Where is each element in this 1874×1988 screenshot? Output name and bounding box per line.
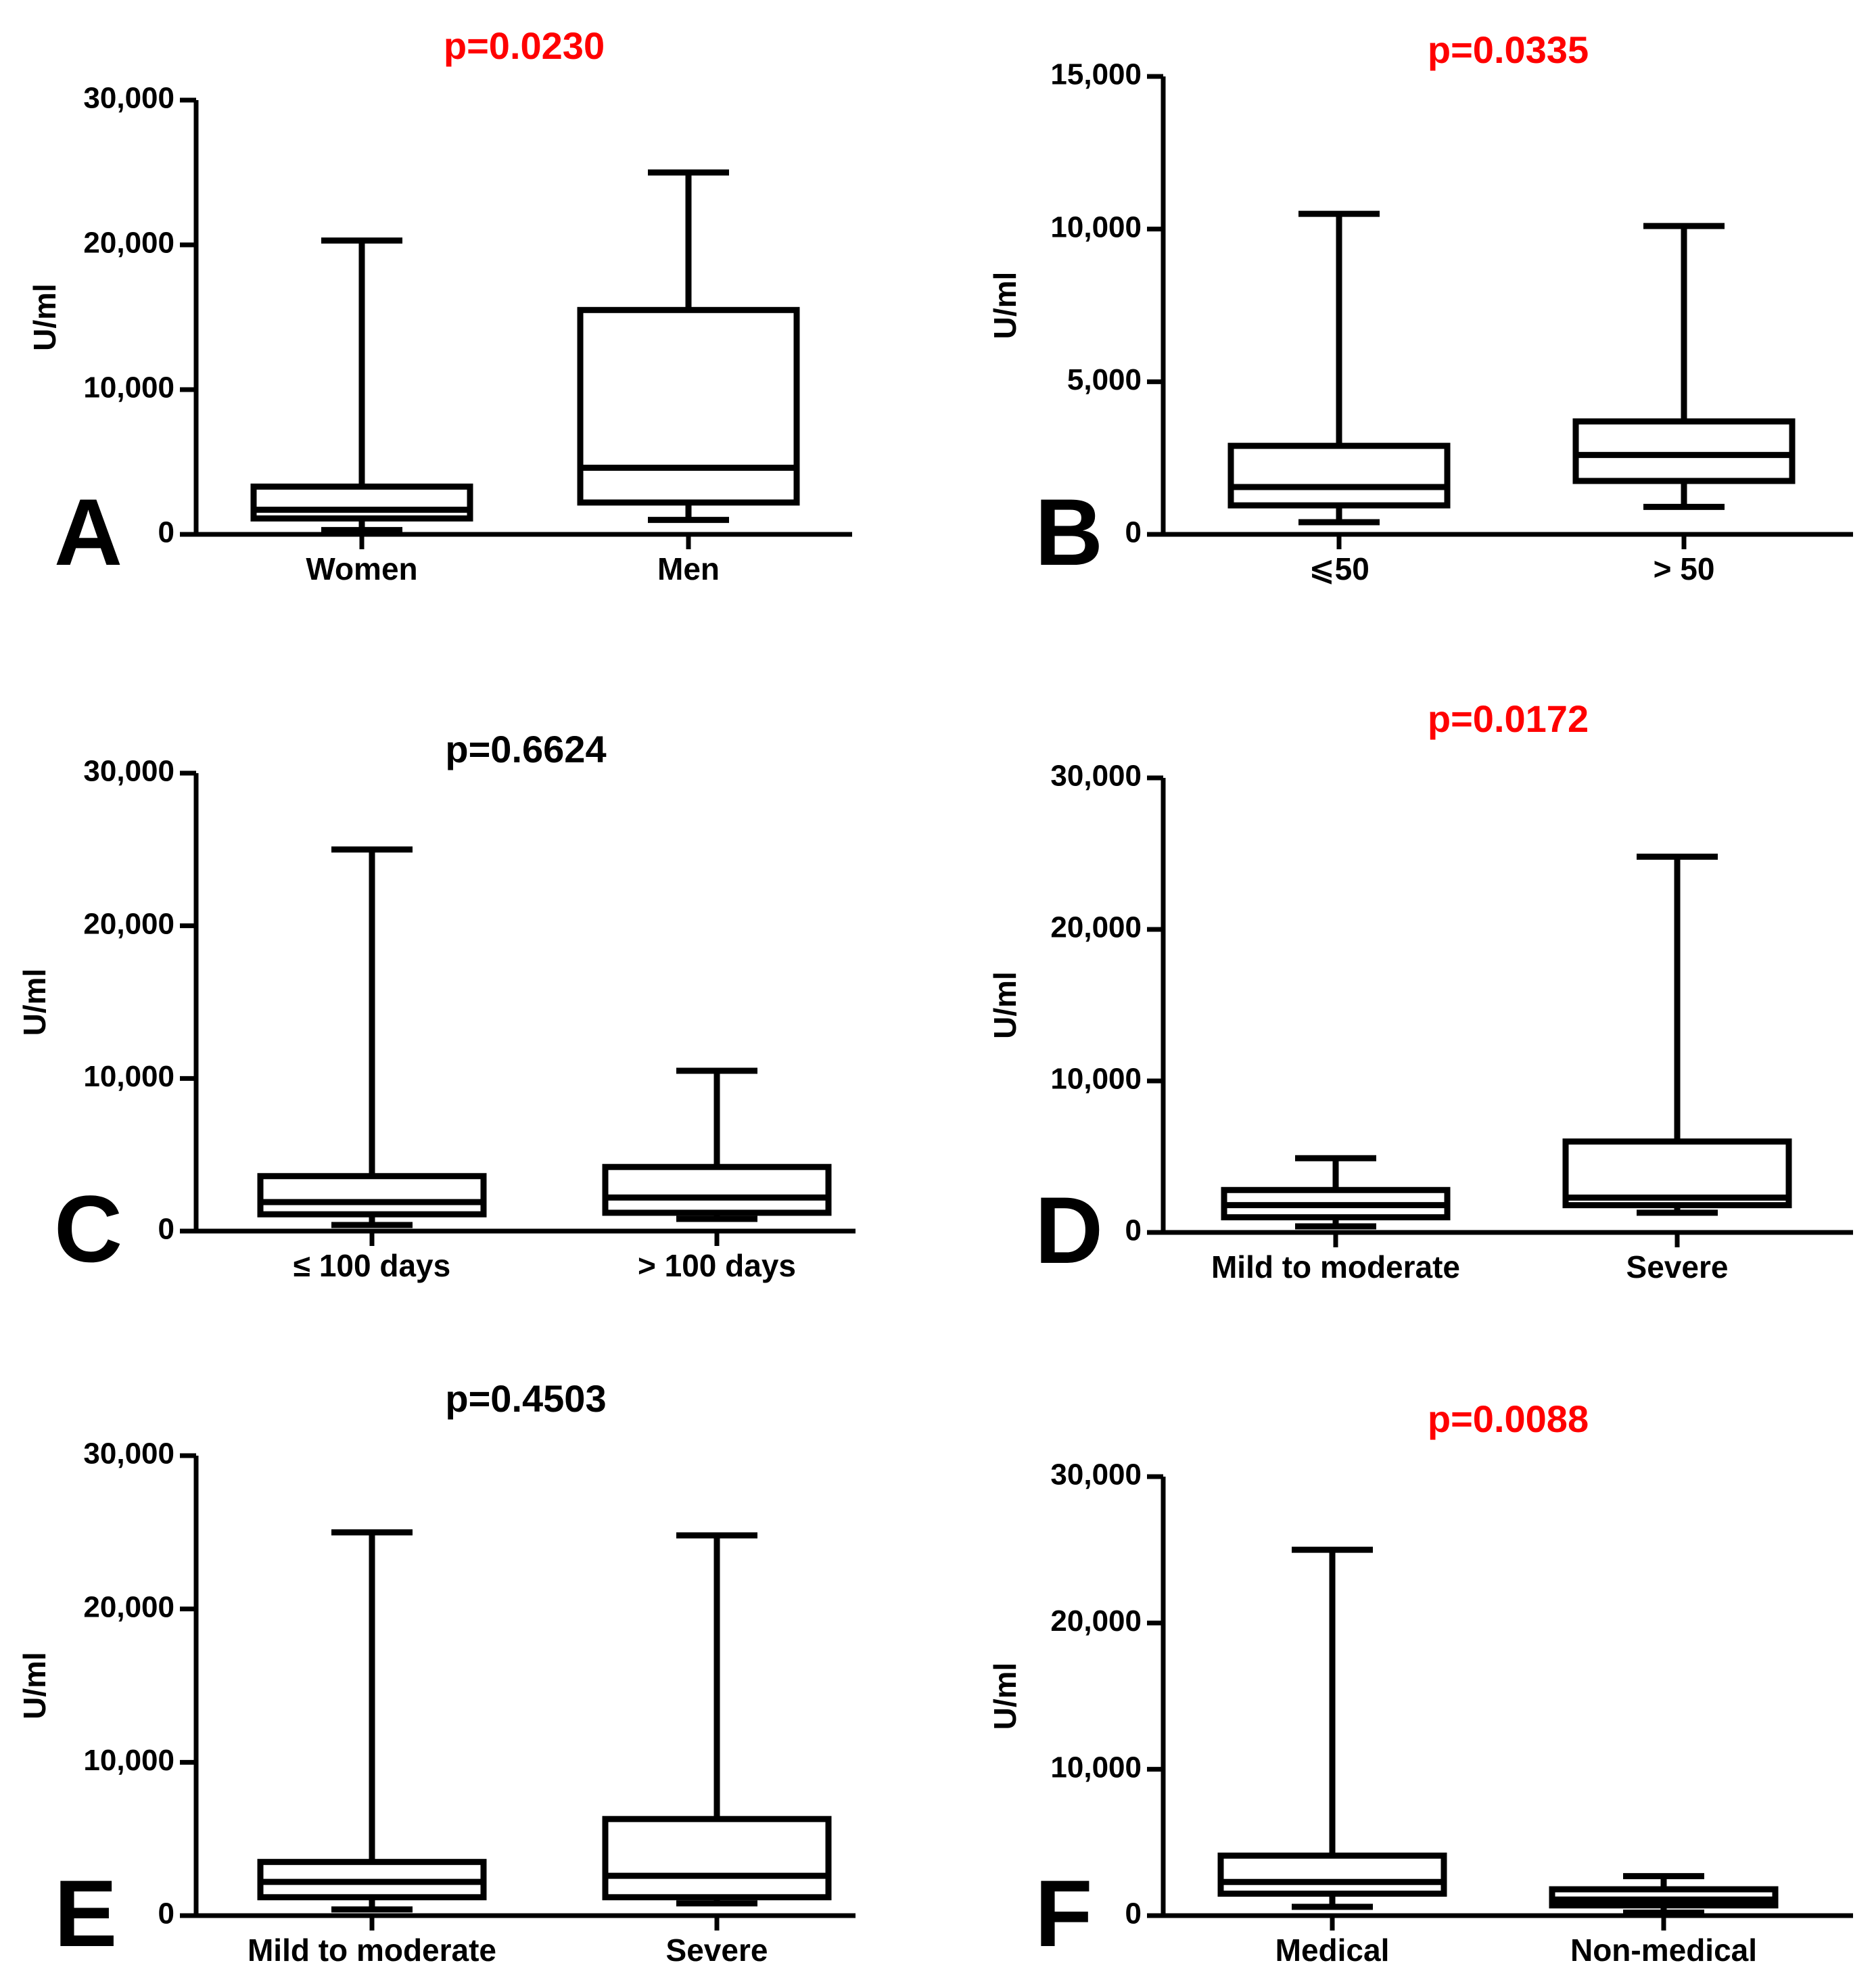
p-value-title-a: p=0.0230 (444, 24, 605, 67)
p-value-title-b: p=0.0335 (1428, 28, 1589, 71)
y-tick-label-b: 0 (1125, 516, 1142, 549)
x-category-label-a: Women (306, 551, 417, 586)
y-tick-label-c: 20,000 (83, 907, 174, 940)
iqr-box (1227, 442, 1451, 509)
x-category-label-e: Severe (666, 1933, 768, 1968)
box-plot-a-2 (577, 169, 800, 524)
y-axis-label-e: U/ml (17, 1652, 52, 1719)
panel-letter-e: E (54, 1860, 117, 1966)
x-category-label-f: Non-medical (1570, 1933, 1757, 1968)
y-axis-label-c: U/ml (17, 969, 52, 1036)
box-plot-f-1 (1217, 1546, 1447, 1910)
box-plot-b-2 (1572, 223, 1796, 510)
iqr-box (257, 1173, 487, 1218)
box-plot-a-1 (250, 237, 473, 534)
box-plot-e-1 (257, 1529, 487, 1913)
y-axis-label-d: U/ml (987, 971, 1023, 1039)
y-tick-label-a: 30,000 (83, 82, 174, 115)
y-axis-label-a: U/ml (27, 283, 62, 351)
y-tick-label-b: 10,000 (1050, 210, 1142, 244)
iqr-box (250, 483, 473, 522)
y-axis-label-b: U/ml (987, 272, 1023, 340)
x-category-label-c: ≤ 100 days (294, 1248, 450, 1283)
y-tick-label-d: 30,000 (1050, 760, 1142, 793)
y-tick-label-e: 10,000 (83, 1744, 174, 1777)
box-plot-c-2 (602, 1067, 832, 1222)
x-category-label-d: Severe (1626, 1249, 1729, 1285)
y-tick-label-e: 20,000 (83, 1590, 174, 1623)
box-plot-b-1 (1227, 210, 1451, 526)
y-axis-label-f: U/ml (987, 1663, 1023, 1730)
y-tick-label-f: 0 (1125, 1897, 1142, 1931)
panel-e: p=0.4503 0 10,000 20,000 30,000 U/ml E Mild to … (17, 1377, 856, 1968)
y-tick-label-b: 15,000 (1050, 58, 1142, 91)
panel-letter-d: D (1035, 1177, 1103, 1283)
x-category-label-b: ⩽50 (1309, 551, 1369, 586)
panel-d: p=0.0172 0 10,000 20,000 30,000 U/ml D Mild to … (987, 697, 1853, 1285)
panel-b: p=0.0335 0 5,000 10,000 15,000 U/ml B ⩽50 > 50 (987, 28, 1853, 586)
iqr-box (602, 1816, 832, 1901)
y-tick-label-d: 20,000 (1050, 911, 1142, 944)
iqr-box (602, 1163, 832, 1216)
y-tick-label-d: 10,000 (1050, 1063, 1142, 1096)
panel-c: p=0.6624 0 10,000 20,000 30,000 U/ml C ≤ 100 da… (17, 728, 856, 1283)
p-value-title-e: p=0.4503 (445, 1377, 606, 1420)
iqr-box (1572, 418, 1796, 484)
x-category-label-e: Mild to moderate (248, 1933, 496, 1968)
box-plot-f-2 (1549, 1873, 1779, 1916)
box-plot-c-1 (257, 846, 487, 1228)
x-category-label-b: > 50 (1654, 551, 1715, 586)
panel-letter-b: B (1035, 479, 1103, 585)
iqr-box (1562, 1138, 1792, 1209)
y-tick-label-a: 0 (158, 516, 174, 549)
y-tick-label-a: 20,000 (83, 227, 174, 260)
box-plot-e-2 (602, 1532, 832, 1907)
p-value-title-f: p=0.0088 (1428, 1397, 1589, 1440)
box-plot-d-1 (1221, 1155, 1451, 1230)
x-category-label-a: Men (657, 551, 720, 586)
y-tick-label-c: 30,000 (83, 755, 174, 788)
y-tick-label-b: 5,000 (1067, 363, 1142, 396)
y-tick-label-c: 0 (158, 1213, 174, 1246)
panel-letter-f: F (1035, 1860, 1093, 1966)
panel-a: p=0.0230 0 10,000 20,000 30,000 U/ml A Women Men (27, 24, 852, 586)
panel-f: p=0.0088 0 10,000 20,000 30,000 U/ml F Medical N… (987, 1397, 1853, 1968)
y-tick-label-f: 10,000 (1050, 1751, 1142, 1784)
iqr-box (1217, 1852, 1447, 1897)
y-tick-label-e: 0 (158, 1897, 174, 1931)
p-value-title-c: p=0.6624 (445, 728, 606, 770)
panel-letter-a: A (54, 479, 122, 585)
y-tick-label-f: 20,000 (1050, 1604, 1142, 1638)
y-tick-label-f: 30,000 (1050, 1458, 1142, 1492)
p-value-title-d: p=0.0172 (1428, 697, 1589, 740)
panel-letter-c: C (54, 1176, 122, 1282)
box-plot-d-2 (1562, 853, 1792, 1216)
y-tick-label-c: 10,000 (83, 1060, 174, 1093)
x-category-label-f: Medical (1275, 1933, 1390, 1968)
y-tick-label-a: 10,000 (83, 371, 174, 404)
y-tick-label-d: 0 (1125, 1214, 1142, 1247)
y-tick-label-e: 30,000 (83, 1437, 174, 1471)
x-category-label-c: > 100 days (638, 1248, 796, 1283)
x-category-label-d: Mild to moderate (1211, 1249, 1460, 1285)
iqr-box (577, 306, 800, 506)
